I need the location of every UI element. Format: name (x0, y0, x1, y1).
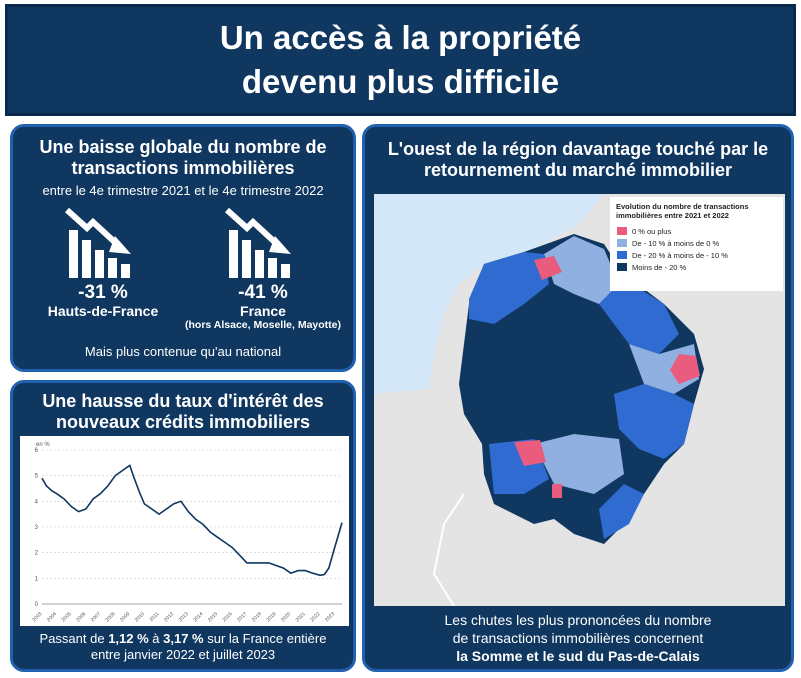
declining-bar-chart-icon (64, 207, 131, 278)
x-tick-label: 2022 (309, 611, 321, 623)
legend-label: De - 20 % à moins de - 10 % (632, 250, 728, 260)
choropleth-map-svg (374, 194, 704, 606)
x-tick-label: 2003 (31, 611, 43, 623)
legend-swatch (616, 226, 628, 236)
rates-caption: Passant de 1,12 % à 3,17 % sur la France… (13, 631, 353, 663)
legend-swatch (616, 262, 628, 272)
zone-north-east (544, 236, 619, 304)
y-tick-label: 1 (35, 576, 39, 582)
x-tick-label: 2017 (236, 611, 248, 623)
x-tick-label: 2018 (251, 611, 263, 623)
x-tick-label: 2009 (119, 611, 131, 623)
y-tick-label: 2 (35, 551, 39, 557)
transactions-title-line1: Une baisse globale du nombre de (39, 137, 327, 157)
outer-boundaries (432, 493, 465, 606)
kpi-note: (hors Alsace, Moselle, Mayotte) (185, 319, 341, 331)
transactions-panel: Une baisse globale du nombre de transact… (10, 124, 356, 372)
zone-east (599, 279, 679, 354)
legend-label: Moins de - 20 % (632, 262, 687, 272)
caption-text: sur la France entière (203, 631, 327, 646)
zone-oise (534, 434, 624, 494)
legend-item: 0 % ou plus (616, 225, 777, 237)
caption-text: Passant de (39, 631, 109, 646)
zone-coast (469, 252, 549, 324)
chart-ylabel: en % (36, 442, 50, 448)
legend-item: Moins de - 20 % (616, 261, 777, 273)
x-tick-label: 2010 (134, 611, 146, 623)
legend-label: 0 % ou plus (632, 226, 672, 236)
kpi-value: -31 % (78, 282, 128, 303)
transactions-footer: Mais plus contenue qu'au national (84, 344, 282, 359)
y-tick-label: 3 (35, 525, 39, 531)
x-tick-label: 2013 (178, 611, 190, 623)
y-tick-label: 0 (35, 602, 39, 608)
map-caption-line3: la Somme et le sud du Pas-de-Calais (456, 648, 700, 664)
x-tick-label: 2019 (265, 611, 277, 623)
kpi-label: France (240, 303, 286, 319)
legend-label: De - 10 % à moins de 0 % (632, 238, 720, 248)
region-map: Evolution du nombre de transactions immo… (374, 194, 785, 606)
rates-title-line1: Une hausse du taux d'intérêt des (42, 391, 324, 411)
kpi-hauts-de-france: -31 % Hauts-de-France (23, 206, 183, 331)
legend-swatch (616, 250, 628, 260)
interest-rate-chart: en % 0 1 2 3 4 5 6 2003 2004 2005 2006 2007 2008 200… (20, 436, 349, 626)
map-legend: Evolution du nombre de transactions immo… (610, 197, 783, 291)
caption-period: entre janvier 2022 et juillet 2023 (90, 647, 276, 662)
y-tick-label: 6 (35, 448, 39, 454)
rates-title-line2: nouveaux crédits immobiliers (55, 412, 311, 432)
kpi-france: -41 % France (hors Alsace, Moselle, Mayo… (183, 206, 343, 331)
legend-item: De - 10 % à moins de 0 % (616, 237, 777, 249)
transactions-title: Une baisse globale du nombre de transact… (13, 137, 353, 179)
x-tick-label: 2006 (75, 611, 87, 623)
declining-bar-chart-icon (224, 207, 291, 278)
map-panel: L'ouest de la région davantage touché pa… (362, 124, 794, 672)
x-tick-label: 2012 (163, 611, 175, 623)
x-tick-label: 2015 (207, 611, 219, 623)
zone-positive-oise (514, 440, 546, 466)
caption-value-start: 1,12 % (108, 631, 149, 646)
rates-title: Une hausse du taux d'intérêt des nouveau… (13, 391, 353, 433)
map-title: L'ouest de la région davantage touché pa… (365, 139, 791, 181)
x-tick-label: 2004 (46, 611, 58, 623)
transactions-period: entre le 4e trimestre 2021 et le 4e trim… (42, 183, 324, 198)
caption-text: à (148, 631, 164, 646)
zone-positive-east (670, 354, 700, 384)
zone-positive-north (534, 256, 562, 280)
transactions-title-line2: transactions immobilières (71, 158, 295, 178)
zone-aisne (614, 384, 694, 459)
map-caption: Les chutes les plus prononcées du nombre… (365, 611, 791, 665)
page-title-line2: devenu plus difficile (241, 63, 560, 100)
x-tick-label: 2011 (149, 611, 161, 623)
map-caption-line2: de transactions immobilières concernent (452, 630, 704, 646)
legend-swatch (616, 238, 628, 248)
rates-panel: Une hausse du taux d'intérêt des nouveau… (10, 380, 356, 672)
legend-title-line2: immobilières entre 2021 et 2022 (616, 211, 729, 220)
x-tick-label: 2020 (280, 611, 292, 623)
kpi-label: Hauts-de-France (47, 303, 159, 319)
x-tick-label: 2021 (295, 611, 307, 623)
map-title-line2: retournement du marché immobilier (423, 160, 733, 180)
x-tick-label: 2023 (324, 611, 336, 623)
x-tick-label: 2016 (222, 611, 234, 623)
series-line (41, 464, 343, 577)
x-tick-label: 2005 (61, 611, 73, 623)
x-tick-label: 2014 (192, 611, 204, 623)
x-tick-label: 2008 (104, 611, 116, 623)
header-banner: Un accès à la propriété devenu plus diff… (5, 4, 796, 116)
zone-positive-small (552, 484, 562, 498)
sea-area (374, 194, 604, 394)
kpi-value: -41 % (238, 282, 288, 303)
y-tick-label: 4 (35, 499, 39, 505)
legend-item: De - 20 % à moins de - 10 % (616, 249, 777, 261)
y-tick-label: 5 (35, 474, 39, 480)
page-title-line1: Un accès à la propriété (219, 19, 582, 56)
legend-title: Evolution du nombre de transactions immo… (616, 202, 777, 220)
x-tick-label: 2007 (90, 611, 102, 623)
zone-south (599, 484, 644, 539)
interest-rate-chart-svg: en % 0 1 2 3 4 5 6 2003 2004 2005 2006 2007 2008 200… (31, 442, 343, 623)
map-title-line1: L'ouest de la région davantage touché pa… (387, 139, 769, 159)
map-caption-line1: Les chutes les plus prononcées du nombre (444, 612, 712, 628)
caption-value-end: 3,17 % (163, 631, 204, 646)
legend-title-line1: Evolution du nombre de transactions (616, 202, 749, 211)
